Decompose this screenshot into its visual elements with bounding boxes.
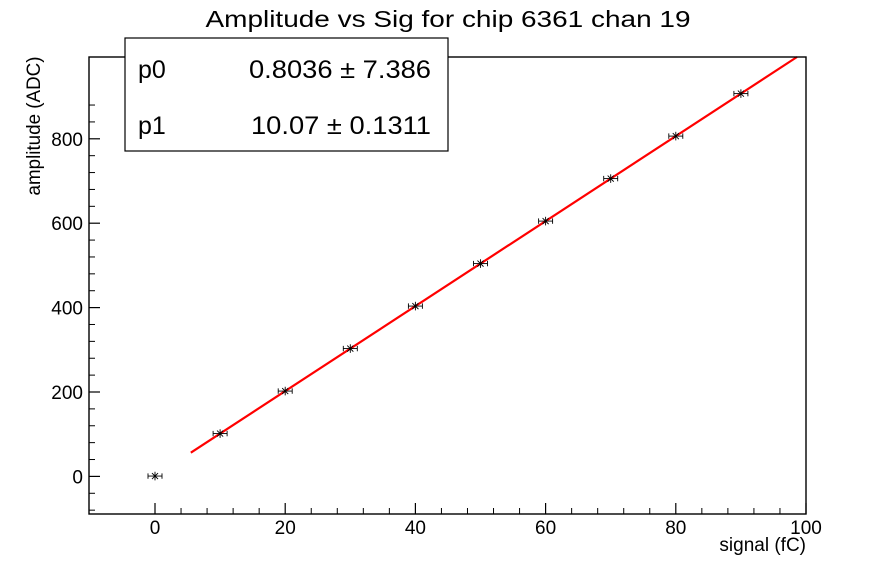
svg-text:20: 20: [275, 518, 296, 539]
svg-text:600: 600: [51, 214, 83, 235]
svg-text:800: 800: [51, 130, 83, 151]
svg-text:0.8036 ± 7.386: 0.8036 ± 7.386: [249, 56, 431, 84]
svg-text:200: 200: [51, 383, 83, 404]
svg-text:amplitude (ADC): amplitude (ADC): [24, 57, 45, 196]
svg-text:0: 0: [72, 467, 83, 488]
svg-text:400: 400: [51, 299, 83, 320]
svg-text:p0: p0: [138, 56, 166, 84]
svg-text:p1: p1: [138, 112, 166, 140]
svg-text:0: 0: [150, 518, 161, 539]
svg-text:signal (fC): signal (fC): [719, 535, 806, 556]
svg-text:Amplitude vs Sig for chip 6361: Amplitude vs Sig for chip 6361 chan 19: [206, 6, 691, 32]
svg-text:10.07 ± 0.1311: 10.07 ± 0.1311: [251, 112, 431, 140]
svg-text:80: 80: [665, 518, 686, 539]
svg-text:60: 60: [535, 518, 556, 539]
svg-text:40: 40: [405, 518, 426, 539]
